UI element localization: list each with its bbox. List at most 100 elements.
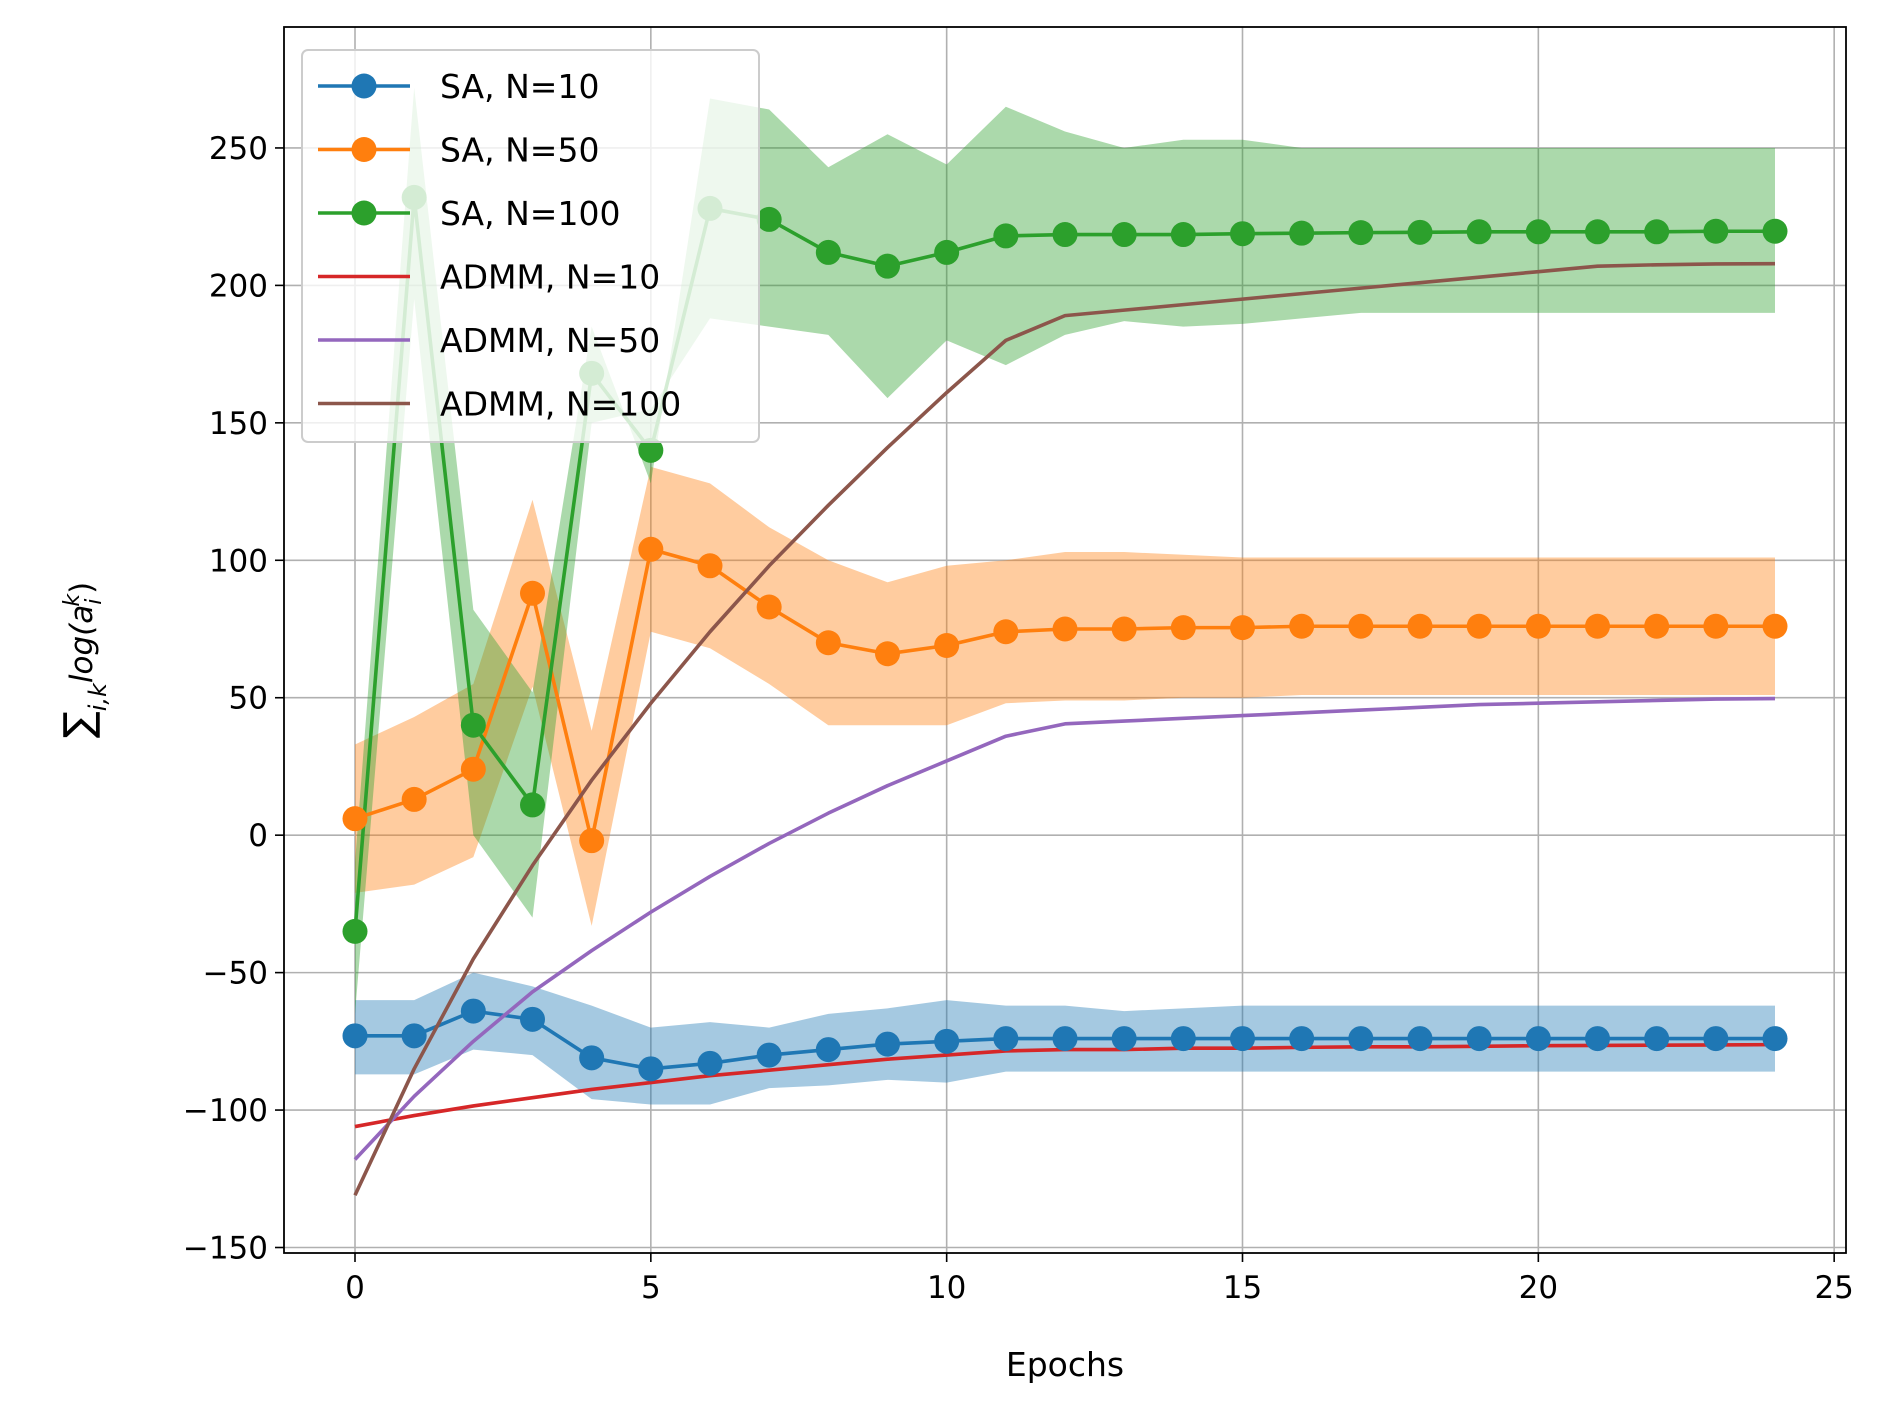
legend-label-sa-n-10: SA, N=10 xyxy=(440,67,599,106)
point-sa-n-100-0 xyxy=(342,918,368,944)
point-sa-n-10-8 xyxy=(815,1037,841,1063)
band-sa-n-100 xyxy=(355,87,1775,1014)
point-sa-n-50-14 xyxy=(1170,615,1196,641)
legend-marker-sa-n-10 xyxy=(351,73,377,99)
point-sa-n-50-7 xyxy=(756,594,782,620)
point-sa-n-50-24 xyxy=(1762,613,1788,639)
point-sa-n-100-15 xyxy=(1230,221,1255,247)
point-sa-n-50-8 xyxy=(815,630,841,656)
point-sa-n-100-22 xyxy=(1644,219,1670,245)
point-sa-n-50-12 xyxy=(1052,616,1078,642)
point-sa-n-100-11 xyxy=(993,223,1019,249)
point-sa-n-10-9 xyxy=(875,1031,900,1057)
point-sa-n-100-20 xyxy=(1525,219,1551,245)
point-sa-n-100-5 xyxy=(638,437,664,463)
y-tick-label-5: 100 xyxy=(209,543,268,579)
y-tick-label-2: −50 xyxy=(203,956,268,992)
point-sa-n-10-6 xyxy=(697,1050,723,1076)
legend-marker-sa-n-100 xyxy=(351,200,377,226)
point-sa-n-50-4 xyxy=(579,828,605,854)
point-sa-n-50-15 xyxy=(1230,615,1255,641)
legend-label-sa-n-100: SA, N=100 xyxy=(440,194,620,233)
x-tick-label-4: 20 xyxy=(1519,1270,1558,1306)
point-sa-n-50-19 xyxy=(1466,613,1492,639)
point-sa-n-100-2 xyxy=(460,712,486,738)
y-tick-label-6: 150 xyxy=(209,406,268,442)
plot-area-frame xyxy=(283,26,1847,1254)
point-sa-n-10-4 xyxy=(579,1045,605,1071)
y-tick-label-0: −150 xyxy=(183,1231,268,1267)
y-axis-title: ∑i,klog(aik) xyxy=(56,582,112,739)
y-title-sum-symbol: ∑ xyxy=(56,711,102,738)
point-sa-n-10-0 xyxy=(342,1023,368,1049)
grid-lines xyxy=(284,27,1846,1253)
point-sa-n-10-15 xyxy=(1230,1026,1255,1052)
x-axis-title: Epochs xyxy=(1006,1345,1124,1384)
point-sa-n-10-22 xyxy=(1644,1026,1670,1052)
point-sa-n-100-9 xyxy=(875,253,900,279)
point-sa-n-10-1 xyxy=(401,1023,427,1049)
y-tick-label-8: 250 xyxy=(209,131,268,167)
point-sa-n-50-18 xyxy=(1407,613,1433,639)
point-sa-n-100-3 xyxy=(520,792,545,818)
legend-label-admm-n-10: ADMM, N=10 xyxy=(440,258,660,297)
point-sa-n-50-1 xyxy=(401,786,427,812)
point-sa-n-100-14 xyxy=(1170,222,1196,248)
legend: SA, N=10 SA, N=50 SA, N=100 ADMM, N=10 ADMM,… xyxy=(301,49,760,443)
point-sa-n-10-14 xyxy=(1170,1026,1196,1052)
point-sa-n-50-13 xyxy=(1111,616,1137,642)
point-sa-n-10-24 xyxy=(1762,1026,1788,1052)
point-sa-n-10-12 xyxy=(1052,1026,1078,1052)
point-sa-n-50-20 xyxy=(1525,613,1551,639)
series-markers xyxy=(342,184,1788,1082)
point-sa-n-100-12 xyxy=(1052,222,1078,248)
point-sa-n-100-23 xyxy=(1703,218,1729,244)
line-admm-n-100 xyxy=(353,261,1776,1197)
point-sa-n-50-23 xyxy=(1703,613,1729,639)
y-tick-label-3: 0 xyxy=(248,818,268,854)
point-sa-n-100-13 xyxy=(1111,222,1137,248)
svg-text:∑i,klog(aik): ∑i,klog(aik) xyxy=(56,582,112,739)
y-title-sup-k: k xyxy=(60,593,85,607)
point-sa-n-100-18 xyxy=(1407,219,1433,245)
legend-box xyxy=(301,49,760,443)
point-sa-n-50-5 xyxy=(638,536,664,562)
point-sa-n-10-23 xyxy=(1703,1026,1729,1052)
legend-label-admm-n-50: ADMM, N=50 xyxy=(440,321,660,360)
point-sa-n-10-18 xyxy=(1407,1026,1433,1052)
y-tick-label-4: 50 xyxy=(229,681,268,717)
point-sa-n-10-11 xyxy=(993,1026,1019,1052)
x-axis-ticks: 0 5 10 15 20 25 xyxy=(345,1253,1854,1306)
point-sa-n-50-3 xyxy=(520,580,545,606)
y-title-sub-i: i xyxy=(82,599,107,605)
point-sa-n-100-21 xyxy=(1585,219,1610,245)
point-sa-n-50-0 xyxy=(342,806,368,832)
point-sa-n-100-8 xyxy=(815,239,841,265)
band-sa-n-50 xyxy=(355,466,1775,926)
point-sa-n-10-2 xyxy=(460,998,486,1024)
point-sa-n-50-22 xyxy=(1644,613,1670,639)
point-sa-n-100-10 xyxy=(934,239,960,265)
point-sa-n-10-21 xyxy=(1585,1026,1610,1052)
point-sa-n-50-6 xyxy=(697,553,723,579)
point-sa-n-10-20 xyxy=(1525,1026,1551,1052)
point-sa-n-100-24 xyxy=(1762,218,1788,244)
y-tick-label-1: −100 xyxy=(183,1093,268,1129)
point-sa-n-10-17 xyxy=(1348,1026,1374,1052)
point-sa-n-10-3 xyxy=(520,1006,545,1032)
x-tick-label-2: 10 xyxy=(927,1270,966,1306)
legend-marker-sa-n-50 xyxy=(351,137,377,162)
point-sa-n-50-16 xyxy=(1289,613,1315,639)
point-sa-n-100-17 xyxy=(1348,220,1374,246)
point-sa-n-100-19 xyxy=(1466,219,1492,245)
point-sa-n-50-11 xyxy=(993,619,1019,645)
point-sa-n-10-16 xyxy=(1289,1026,1315,1052)
point-sa-n-10-7 xyxy=(756,1042,782,1068)
point-sa-n-50-2 xyxy=(460,756,486,782)
legend-label-admm-n-100: ADMM, N=100 xyxy=(440,385,681,424)
point-sa-n-50-9 xyxy=(875,641,900,667)
point-sa-n-10-10 xyxy=(934,1028,960,1054)
legend-label-sa-n-50: SA, N=50 xyxy=(440,131,599,170)
point-sa-n-50-21 xyxy=(1585,613,1610,639)
